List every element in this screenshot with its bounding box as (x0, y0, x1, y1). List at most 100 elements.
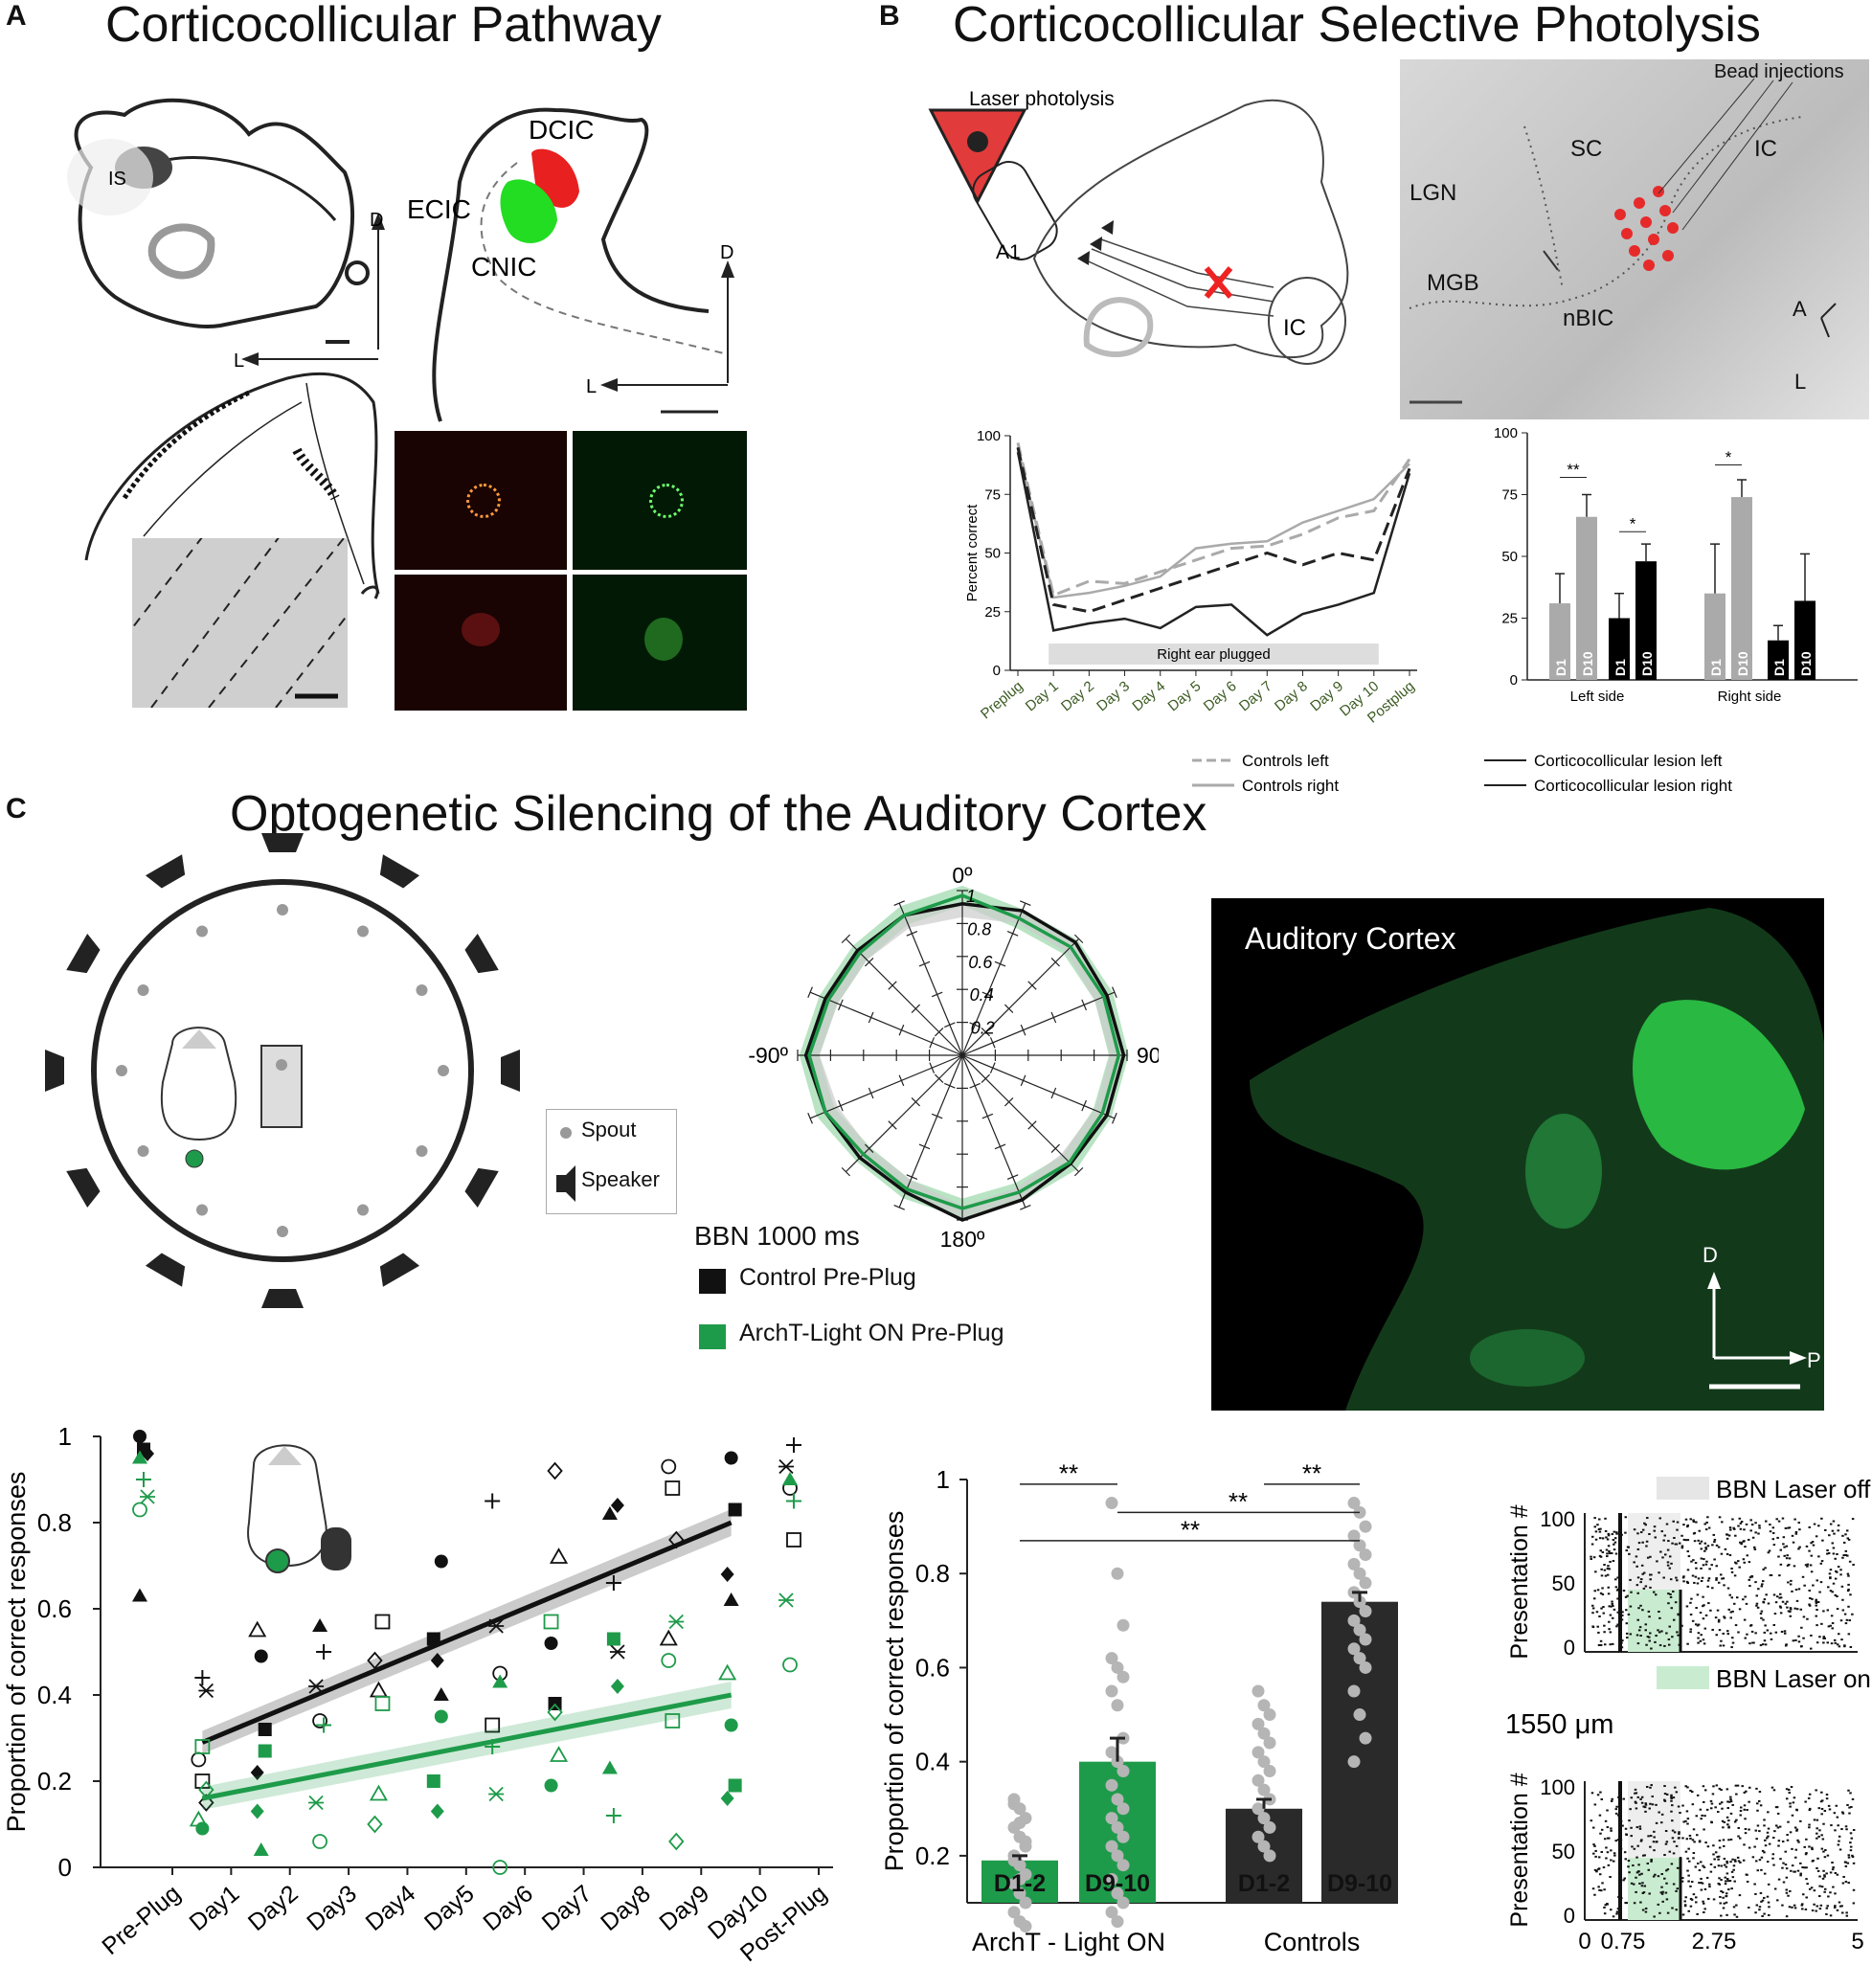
subject-dot (1359, 1576, 1372, 1590)
spike (1816, 1905, 1819, 1908)
spike (1776, 1536, 1779, 1539)
spike (1733, 1820, 1737, 1823)
spike (1625, 1549, 1628, 1552)
spike (1612, 1860, 1615, 1863)
spike (1835, 1804, 1838, 1807)
spike (1675, 1576, 1678, 1579)
spike (1799, 1645, 1803, 1648)
spike (1829, 1523, 1833, 1525)
bar-label: D10 (1735, 651, 1750, 676)
plug-period-band (1049, 644, 1379, 665)
spike (1784, 1526, 1788, 1529)
spike (1607, 1593, 1611, 1595)
subject-dot (1019, 1920, 1032, 1933)
ferret-head-icon (247, 1444, 351, 1573)
spike (1842, 1554, 1845, 1557)
spike (1779, 1593, 1782, 1595)
spike (1809, 1564, 1813, 1567)
spike (1725, 1860, 1728, 1863)
spike (1607, 1864, 1611, 1866)
spike (1674, 1786, 1677, 1789)
spike (1644, 1623, 1648, 1626)
spike (1697, 1577, 1701, 1580)
spike (1639, 1840, 1643, 1842)
spike (1737, 1860, 1741, 1863)
spike (1635, 1890, 1637, 1893)
spike (1779, 1563, 1783, 1566)
spike (1785, 1557, 1789, 1560)
spike (1766, 1837, 1769, 1840)
bar (1731, 497, 1752, 680)
spike (1652, 1841, 1656, 1843)
spike (1632, 1883, 1635, 1886)
spike (1703, 1815, 1706, 1818)
spike (1734, 1534, 1737, 1537)
spike (1685, 1580, 1689, 1583)
spike (1696, 1593, 1700, 1596)
polar-spoke (961, 1054, 1080, 1173)
spike (1797, 1547, 1800, 1550)
spike (1601, 1537, 1605, 1540)
scatter-point (198, 1794, 214, 1812)
spike (1800, 1626, 1803, 1629)
spike (1658, 1911, 1661, 1914)
x-tick-label: Day 3 (1094, 678, 1133, 714)
spike (1729, 1861, 1732, 1864)
spike (1778, 1574, 1781, 1577)
spike (1726, 1587, 1730, 1590)
spike (1851, 1613, 1854, 1615)
angle-label-0: 0º (952, 863, 973, 888)
spike (1730, 1870, 1734, 1873)
scatter-point (549, 1547, 569, 1564)
spike (1847, 1538, 1851, 1541)
spike (1612, 1560, 1615, 1563)
spike (1606, 1555, 1609, 1558)
spike (1782, 1536, 1786, 1539)
spike (1711, 1793, 1715, 1796)
spike (1753, 1845, 1756, 1848)
spike (1763, 1819, 1766, 1821)
spike (1763, 1851, 1766, 1854)
scatter-point (434, 1709, 448, 1724)
scatter-point (492, 1674, 508, 1688)
spike (1791, 1534, 1794, 1537)
spike (1686, 1642, 1689, 1645)
spike (1726, 1807, 1729, 1810)
spike (1712, 1853, 1715, 1856)
spike (1675, 1791, 1679, 1794)
spike (1841, 1609, 1845, 1612)
spike (1698, 1882, 1701, 1885)
bar-label: D10 (1798, 651, 1814, 676)
spike (1728, 1526, 1732, 1529)
spike (1797, 1640, 1801, 1643)
spike (1622, 1797, 1625, 1800)
polar-tick (868, 1087, 874, 1099)
spike (1624, 1827, 1628, 1830)
spike (1634, 1792, 1636, 1795)
spike (1849, 1849, 1853, 1852)
polar-tick (969, 1022, 981, 1028)
polar-tick (989, 1037, 996, 1049)
polar-tick (1020, 1024, 1026, 1036)
spike (1676, 1887, 1680, 1890)
spike (1849, 1841, 1852, 1844)
polar-radius-label: 0.6 (968, 953, 993, 972)
spike (1816, 1866, 1818, 1869)
legend-laser-off: BBN Laser off (1716, 1475, 1871, 1503)
spike (1836, 1873, 1839, 1876)
spike (1794, 1530, 1798, 1533)
spike (1787, 1820, 1790, 1823)
spike (1698, 1529, 1702, 1532)
sig-star: * (1630, 515, 1636, 533)
scatter-point (191, 1751, 207, 1768)
spike (1708, 1883, 1711, 1886)
spike (1827, 1551, 1831, 1554)
spike (1657, 1875, 1660, 1878)
spike (1643, 1522, 1646, 1525)
cortex-section-outline (84, 372, 380, 595)
spike (1839, 1569, 1842, 1571)
subject-dot (1257, 1699, 1271, 1712)
spike (1804, 1853, 1808, 1856)
spike (1607, 1534, 1611, 1537)
spike (1601, 1882, 1604, 1885)
